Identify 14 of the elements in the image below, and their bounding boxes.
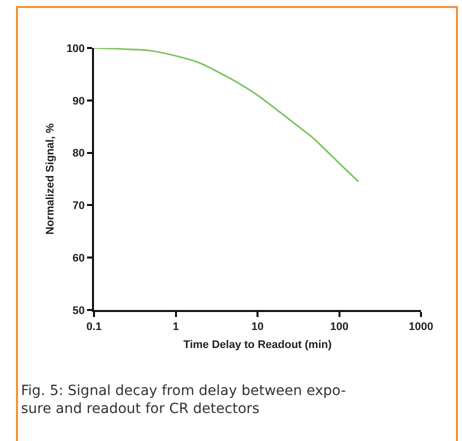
x-tick-label: 1 [172,321,179,334]
y-tick-label: 100 [66,42,85,55]
y-tick-label: 60 [72,252,85,264]
x-axis-title: Time Delay to Readout (min) [183,338,332,351]
x-tick-label: 1000 [408,321,434,334]
y-tick-label: 70 [72,200,85,212]
y-tick-label: 80 [72,148,85,160]
y-tick-label: 50 [72,304,85,317]
x-tick-label: 10 [251,321,264,334]
y-axis-title: Normalized Signal, % [44,123,57,235]
y-tick-label: 90 [72,95,85,108]
x-tick-label: 100 [330,321,348,334]
x-tick-label: 0.1 [86,321,102,334]
caption: Fig. 5: Signal decay from delay between expo- sure and readout for CR detectors [21,383,346,418]
